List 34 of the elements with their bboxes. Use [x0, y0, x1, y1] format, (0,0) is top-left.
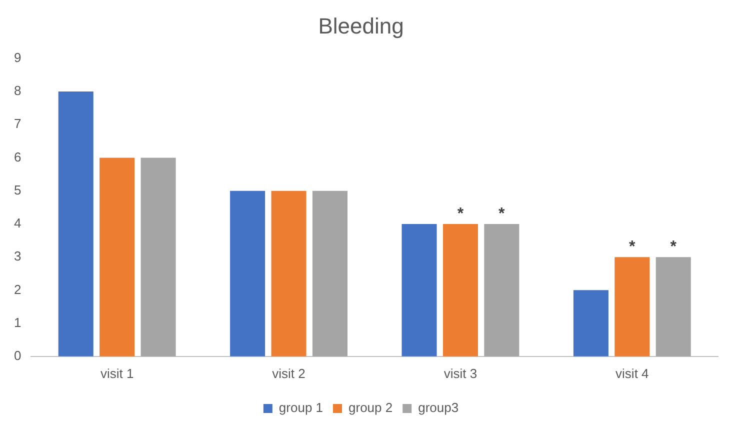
bar [442, 224, 478, 356]
y-tick-label: 1 [14, 314, 22, 330]
x-tick-label: visit 1 [100, 366, 134, 381]
bar [312, 190, 348, 356]
legend-label: group 1 [278, 400, 324, 416]
data-label: * [629, 238, 636, 256]
y-tick-label: 0 [14, 348, 22, 363]
x-tick-label: visit 4 [616, 366, 649, 381]
bar [140, 158, 176, 356]
y-tick-label: 5 [14, 182, 22, 198]
bar [656, 257, 691, 356]
data-label: * [670, 238, 678, 256]
data-label: * [498, 205, 506, 222]
x-tick-label: visit 3 [444, 366, 478, 381]
y-tick-label: 4 [14, 216, 22, 231]
bar [402, 224, 437, 356]
bar [271, 190, 306, 356]
bar [230, 190, 266, 356]
y-tick-label: 3 [14, 248, 22, 264]
data-label: * [457, 205, 464, 222]
x-tick-label: visit 2 [272, 366, 306, 381]
legend-label: group 2 [348, 400, 393, 416]
y-tick-label: 8 [14, 83, 22, 98]
y-tick-label: 2 [14, 282, 22, 297]
bar [100, 158, 135, 356]
bar [58, 92, 94, 356]
y-tick-label: 7 [14, 116, 22, 132]
bar [484, 224, 520, 356]
bar [614, 257, 650, 356]
y-tick-label: 9 [14, 50, 22, 65]
bar [573, 290, 608, 356]
legend-label: group3 [418, 400, 459, 416]
chart-title: Bleeding [318, 13, 404, 38]
y-tick-label: 6 [14, 149, 22, 164]
